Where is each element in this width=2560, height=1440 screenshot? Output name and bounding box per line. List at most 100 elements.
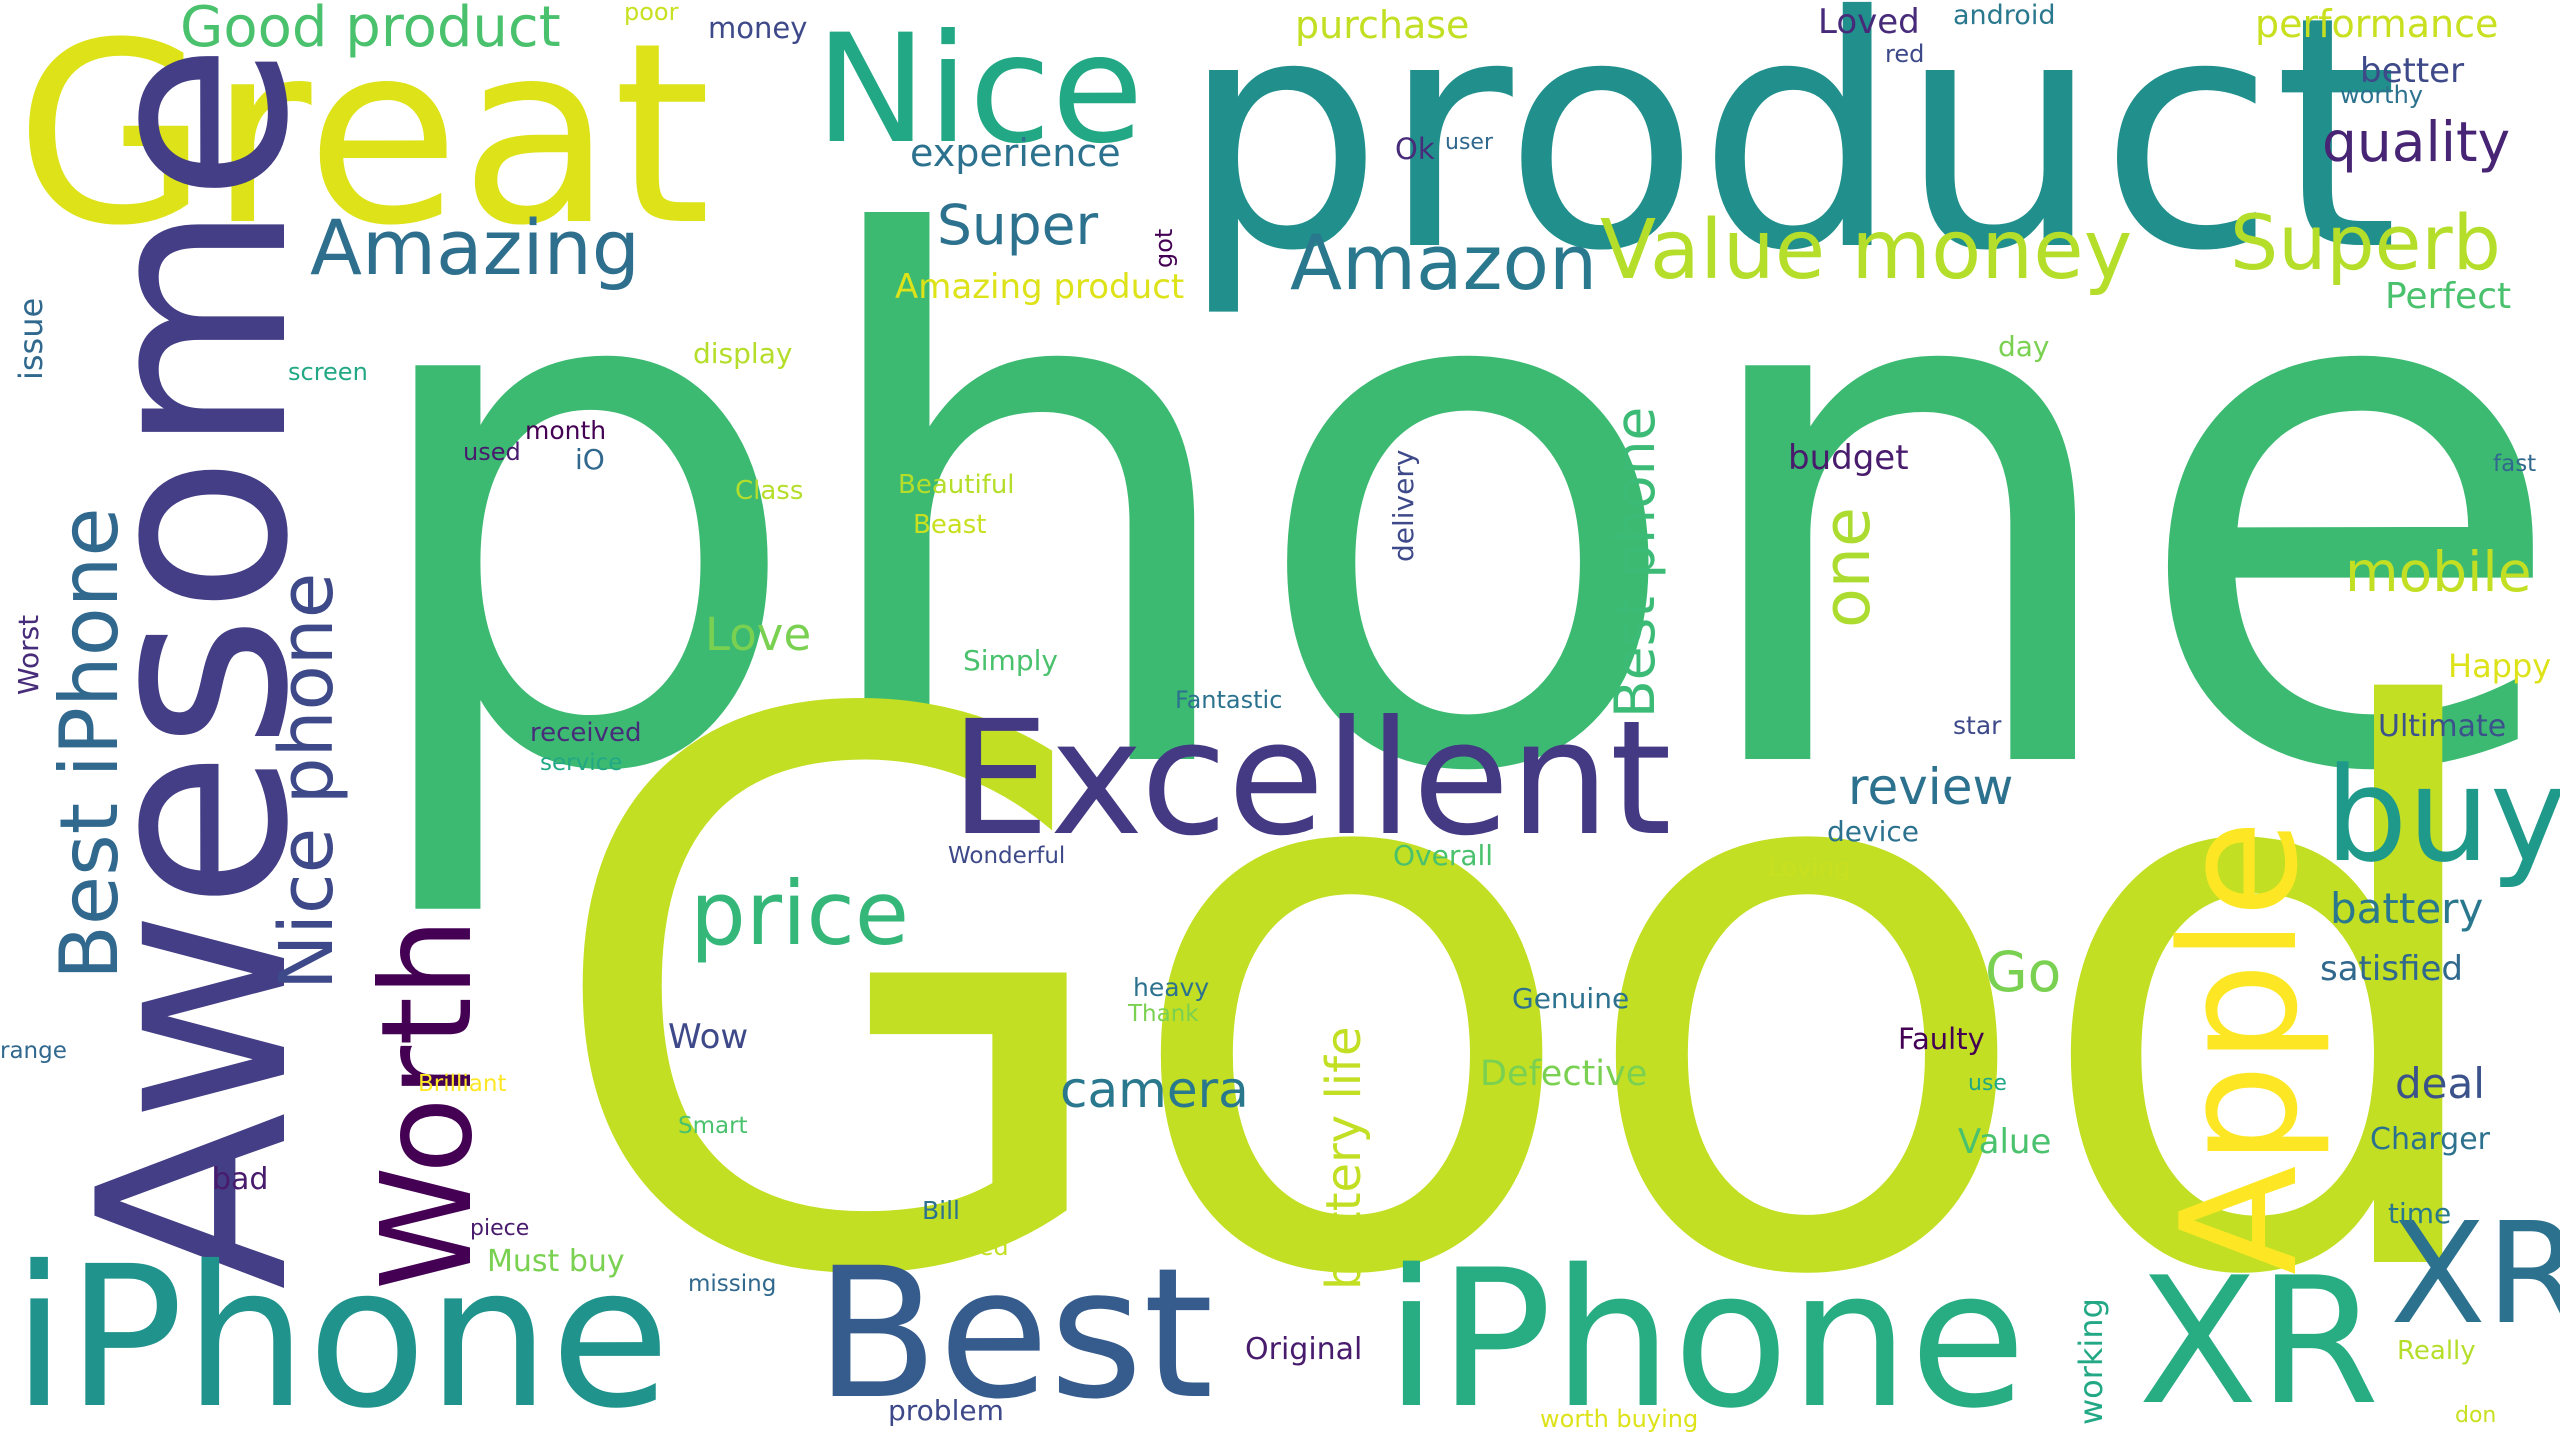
word: Amazing [310,203,641,292]
word: issue [12,297,50,380]
word: Good [540,558,2511,1440]
word: Faulty [1898,1022,1985,1056]
word: Loved [1818,2,1920,42]
word: Wonderful [948,843,1066,869]
word: Bill [922,1196,960,1225]
word: Love [705,608,812,661]
word: camera [1060,1061,1249,1119]
word: Happy [2448,647,2552,685]
word: Nice [815,3,1144,177]
word: Best [815,1230,1214,1439]
word: Defective [1480,1054,1648,1094]
word: worth buying [1540,1405,1699,1433]
word: Really [2397,1336,2476,1366]
word: device [1827,815,1919,848]
word: deal [2395,1059,2485,1108]
word: mobile [2345,540,2532,604]
word: Ultimate [2378,709,2507,744]
word: Great [15,0,712,280]
word: iO [575,443,605,476]
word: money [708,11,808,45]
word: Ok [1395,132,1435,166]
word: Beast [913,510,987,540]
word: Charger [2370,1122,2490,1157]
word: Thank [1128,1001,1199,1027]
word: bad [212,1162,269,1197]
word: Fantastic [1175,686,1283,714]
word: Brilliant [418,1071,507,1097]
word: Superb [2230,198,2501,287]
word: Value money [1600,203,2133,298]
word: working [2072,1298,2110,1425]
word: Worst [12,614,45,695]
word: one [1810,507,1885,628]
word: XR [2138,1241,2380,1440]
word: Excellent [950,687,1672,871]
word: review [1848,758,2014,816]
word: battery life [1316,1026,1372,1290]
word: Amazing product [895,267,1185,307]
word: received [530,718,642,748]
word: display [693,337,793,370]
word: Beautiful [898,470,1015,500]
word: screen [288,358,368,386]
word: poor [624,0,679,26]
word: buy [2325,739,2560,891]
word: performance [2255,2,2499,46]
word: delivered [897,1233,1009,1261]
word: Go [1985,940,2062,1004]
word: budget [1788,438,1909,478]
word: problem [888,1394,1004,1427]
word: Amazon [1290,218,1598,307]
word: delivery [1387,449,1420,562]
word: red [1885,40,1925,68]
word: price [690,862,910,965]
word: better [2360,51,2465,91]
word: Best iPhone [43,507,136,980]
word: used [463,438,521,466]
word: XR [2390,1193,2560,1356]
word: range [0,1038,67,1064]
word: fast [2493,451,2537,477]
word: piece [470,1216,530,1241]
word: phone [350,91,2560,929]
word: Value [1958,1122,2052,1162]
word: product [1180,0,2399,321]
word: month [525,416,607,445]
word: Super [937,193,1099,257]
word: Loving [1768,853,1851,882]
word: heavy [1133,973,1210,1002]
word: time [2388,1197,2452,1230]
word: don [2455,1403,2497,1428]
word: Original [1245,1332,1363,1367]
word: user [1445,130,1493,155]
word: Simply [963,644,1058,677]
word: Good product [180,0,561,60]
word: missing [688,1271,777,1297]
word: Apple [2146,819,2333,1275]
word: use [1968,1071,2007,1096]
word: service [540,750,623,776]
word: battery [2330,884,2484,933]
word: Smart [678,1113,748,1139]
word: day [1998,330,2050,363]
word: Best phone [1603,406,1667,718]
word: Nice phone [264,572,350,990]
word: android [1953,0,2056,31]
word: satisfied [2320,949,2463,989]
word: Perfect [2385,276,2512,317]
word: Genuine [1512,982,1630,1015]
word: iPhone [1385,1229,2027,1440]
word: got [1150,228,1178,268]
word: Wow [668,1017,749,1057]
word: Must buy [487,1244,625,1279]
word: star [1953,711,2002,740]
word: experience [910,131,1121,175]
word: iPhone [12,1224,671,1440]
word: purchase [1295,3,1470,47]
word: quality [2322,110,2511,174]
word: Class [735,476,804,506]
word: Overall [1393,839,1494,872]
word: worthy [2340,81,2424,109]
